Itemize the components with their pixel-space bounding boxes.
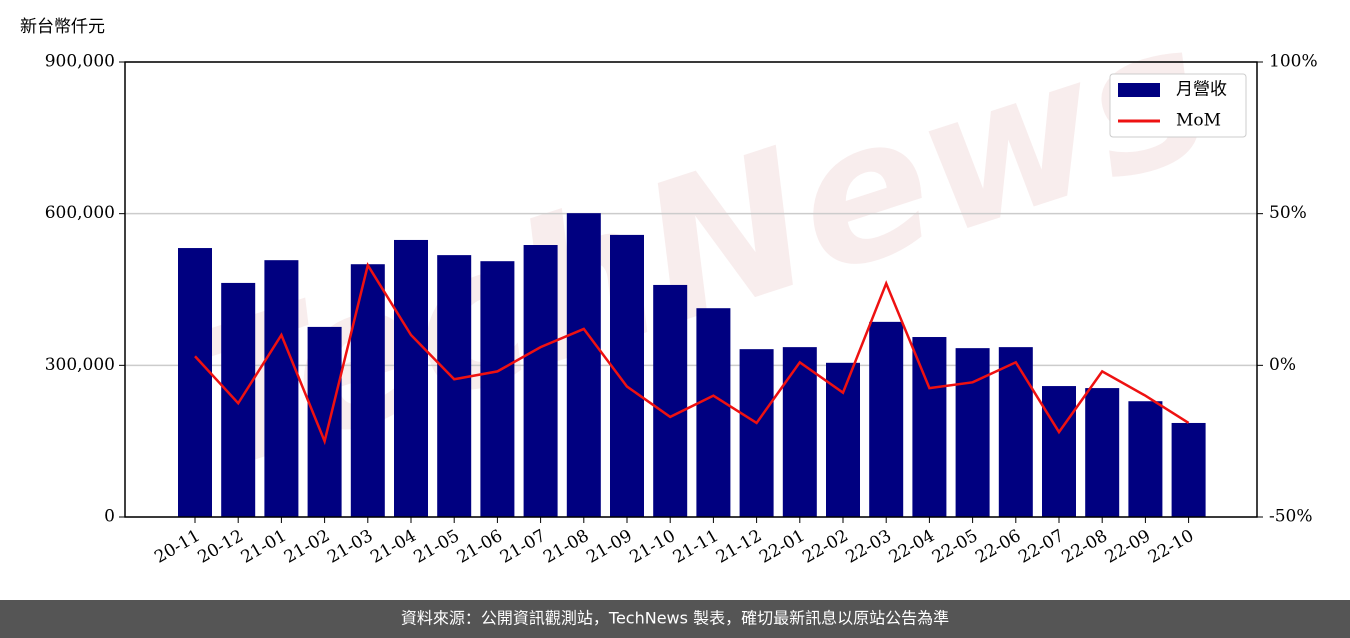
bar xyxy=(394,239,428,517)
x-tick-label: 21-01 xyxy=(238,526,290,568)
bar xyxy=(1085,388,1120,517)
bar xyxy=(1042,386,1076,517)
bar xyxy=(480,261,515,517)
bar xyxy=(307,326,342,517)
bar xyxy=(869,321,904,517)
x-tick-label: 21-10 xyxy=(627,526,679,568)
x-tick-label: 22-10 xyxy=(1145,526,1197,568)
legend-label: MoM xyxy=(1176,111,1221,131)
x-tick-label: 21-06 xyxy=(454,526,506,568)
y2-tick-label: 50% xyxy=(1269,203,1307,223)
bar xyxy=(912,337,947,517)
y2-tick-label: 0% xyxy=(1269,355,1296,375)
x-tick-label: 21-07 xyxy=(497,526,549,568)
y-tick-label: 0 xyxy=(104,507,115,527)
x-tick-label: 21-08 xyxy=(540,526,592,568)
bar xyxy=(955,348,990,517)
legend-label: 月營收 xyxy=(1176,80,1227,100)
bar xyxy=(610,234,644,517)
x-tick-label: 22-02 xyxy=(799,526,851,568)
bar xyxy=(1171,422,1206,517)
x-tick-label: 21-02 xyxy=(281,526,333,568)
bar xyxy=(523,245,558,517)
bar xyxy=(998,347,1033,517)
bar xyxy=(566,213,601,517)
y-tick-label: 300,000 xyxy=(45,355,115,375)
legend-swatch xyxy=(1118,83,1160,97)
x-tick-label: 20-12 xyxy=(195,526,247,568)
plot-frame xyxy=(124,61,1258,518)
x-tick-label: 22-01 xyxy=(756,526,808,568)
x-tick-label: 21-12 xyxy=(713,526,765,568)
x-tick-label: 22-08 xyxy=(1059,526,1111,568)
y-unit-label: 新台幣仟元 xyxy=(20,17,105,37)
bar xyxy=(221,282,256,517)
x-tick-label: 20-11 xyxy=(151,526,203,568)
bar xyxy=(739,349,774,517)
x-tick-label: 21-05 xyxy=(411,526,463,568)
x-tick-label: 22-03 xyxy=(843,526,895,568)
x-tick-label: 22-04 xyxy=(886,526,938,568)
x-tick-label: 21-03 xyxy=(324,526,376,568)
bar xyxy=(1128,401,1163,517)
y2-tick-label: 100% xyxy=(1269,52,1318,72)
bar xyxy=(350,264,385,517)
x-tick-label: 22-05 xyxy=(929,526,981,568)
y-tick-label: 900,000 xyxy=(45,52,115,72)
bar xyxy=(178,248,212,518)
bar xyxy=(782,347,817,517)
x-tick-label: 22-09 xyxy=(1102,526,1154,568)
y-tick-label: 600,000 xyxy=(45,203,115,223)
footer-bar xyxy=(0,600,1350,638)
bar xyxy=(696,308,731,517)
footer: 資料來源：公開資訊觀測站，TechNews 製表，確切最新訊息以原站公告為準 xyxy=(401,609,949,628)
bar xyxy=(653,284,688,517)
bar xyxy=(264,260,299,517)
line xyxy=(194,262,1190,446)
x-tick-label: 21-04 xyxy=(367,526,419,568)
x-tick-label: 22-06 xyxy=(972,526,1024,568)
bar xyxy=(437,255,472,517)
x-tick-label: 21-11 xyxy=(670,526,722,568)
x-tick-label: 21-09 xyxy=(583,526,635,568)
y2-tick-label: -50% xyxy=(1269,507,1313,527)
bar xyxy=(826,362,860,517)
x-tick-label: 22-07 xyxy=(1015,526,1067,568)
